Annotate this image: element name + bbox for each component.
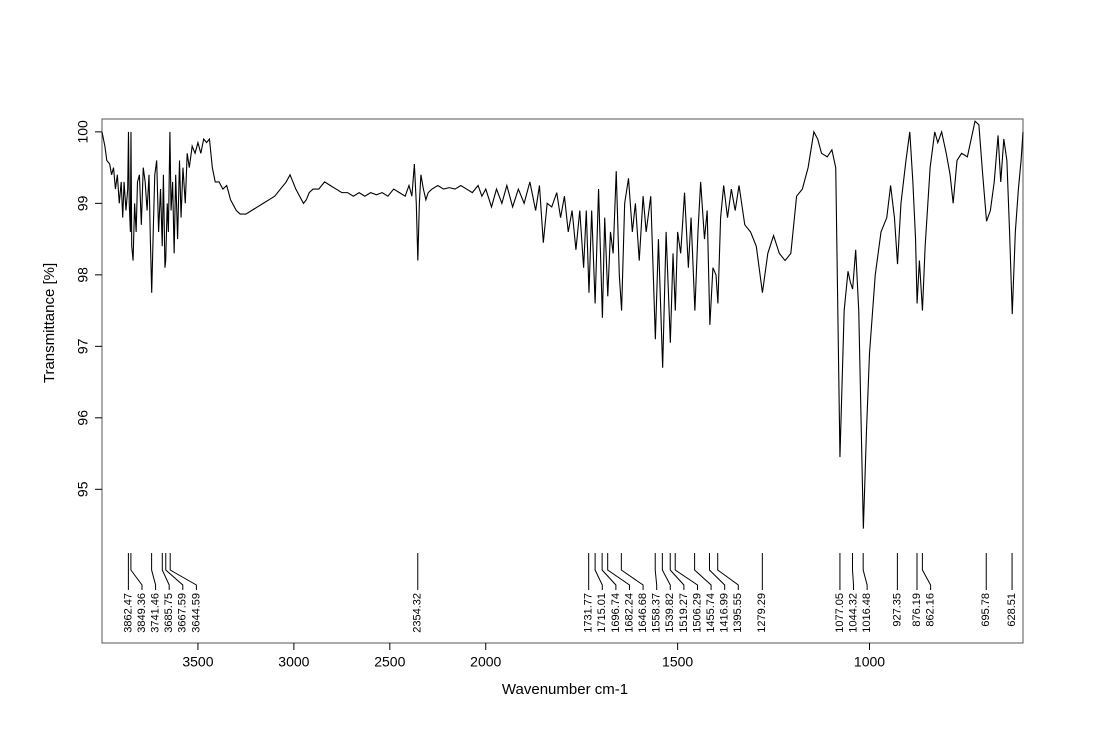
peak-label: 1731.77 xyxy=(583,593,595,633)
peak-label: 862.16 xyxy=(925,593,937,627)
x-tick-label: 2500 xyxy=(374,654,405,670)
peak-marker xyxy=(169,553,197,590)
peak-marker xyxy=(151,553,157,590)
plot-frame xyxy=(101,118,1024,644)
peak-marker xyxy=(620,553,644,590)
y-axis-label: Transmittance [%] xyxy=(41,263,58,383)
peak-label: 3644.59 xyxy=(190,593,202,633)
x-tick-label: 1000 xyxy=(854,654,885,670)
peak-marker xyxy=(851,553,855,590)
peak-marker xyxy=(669,553,685,590)
peak-label: 3741.46 xyxy=(149,593,161,633)
peak-marker xyxy=(708,553,726,590)
y-tick-label: 99 xyxy=(75,195,91,211)
peak-label: 876.19 xyxy=(911,593,923,627)
peak-marker xyxy=(165,553,184,590)
peak-label: 3849.36 xyxy=(136,593,148,633)
peak-label: 2354.32 xyxy=(412,593,424,633)
peak-marker xyxy=(607,553,630,590)
peak-label: 3862.47 xyxy=(122,593,134,633)
peak-marker xyxy=(661,553,671,590)
peak-label: 1455.74 xyxy=(705,593,717,633)
x-axis-label: Wavenumber cm-1 xyxy=(502,681,628,698)
peak-label: 1416.99 xyxy=(719,593,731,633)
peak-marker xyxy=(601,553,617,590)
peak-label: 1539.82 xyxy=(664,593,676,633)
x-tick-label: 3000 xyxy=(278,654,309,670)
y-tick-label: 96 xyxy=(75,410,91,426)
peak-label: 1077.05 xyxy=(834,593,846,633)
x-tick-label: 2000 xyxy=(470,654,501,670)
peak-label: 1558.37 xyxy=(651,593,663,633)
peak-label: 1016.48 xyxy=(861,593,873,633)
peak-marker xyxy=(862,553,868,590)
peak-label: 1682.24 xyxy=(623,593,635,633)
peak-label: 695.78 xyxy=(980,593,992,627)
peak-label: 1715.01 xyxy=(596,593,608,633)
y-tick-label: 97 xyxy=(75,338,91,354)
y-tick-label: 98 xyxy=(75,267,91,283)
peak-label: 1519.27 xyxy=(678,593,690,633)
peak-marker xyxy=(921,553,932,590)
peak-marker xyxy=(674,553,698,590)
peak-label: 1279.29 xyxy=(756,593,768,633)
peak-marker xyxy=(694,553,712,590)
peak-label: 3685.75 xyxy=(163,593,175,633)
peak-label: 1646.68 xyxy=(637,593,649,633)
peak-label: 927.35 xyxy=(891,593,903,627)
peak-label: 3667.59 xyxy=(177,593,189,633)
peak-label: 1395.55 xyxy=(732,593,744,633)
peak-label: 628.51 xyxy=(1006,593,1018,627)
peak-marker xyxy=(594,553,603,590)
peak-label: 1506.29 xyxy=(691,593,703,633)
peak-marker xyxy=(130,553,143,590)
spectrum-line xyxy=(101,120,1024,529)
peak-label: 1696.74 xyxy=(610,593,622,633)
peak-marker xyxy=(717,553,739,590)
x-tick-label: 3500 xyxy=(182,654,213,670)
peak-marker xyxy=(654,553,658,590)
peak-label: 1044.32 xyxy=(847,593,859,633)
y-tick-label: 95 xyxy=(75,481,91,497)
y-tick-label: 100 xyxy=(75,120,91,144)
x-tick-label: 1500 xyxy=(662,654,693,670)
peak-marker xyxy=(161,553,170,590)
